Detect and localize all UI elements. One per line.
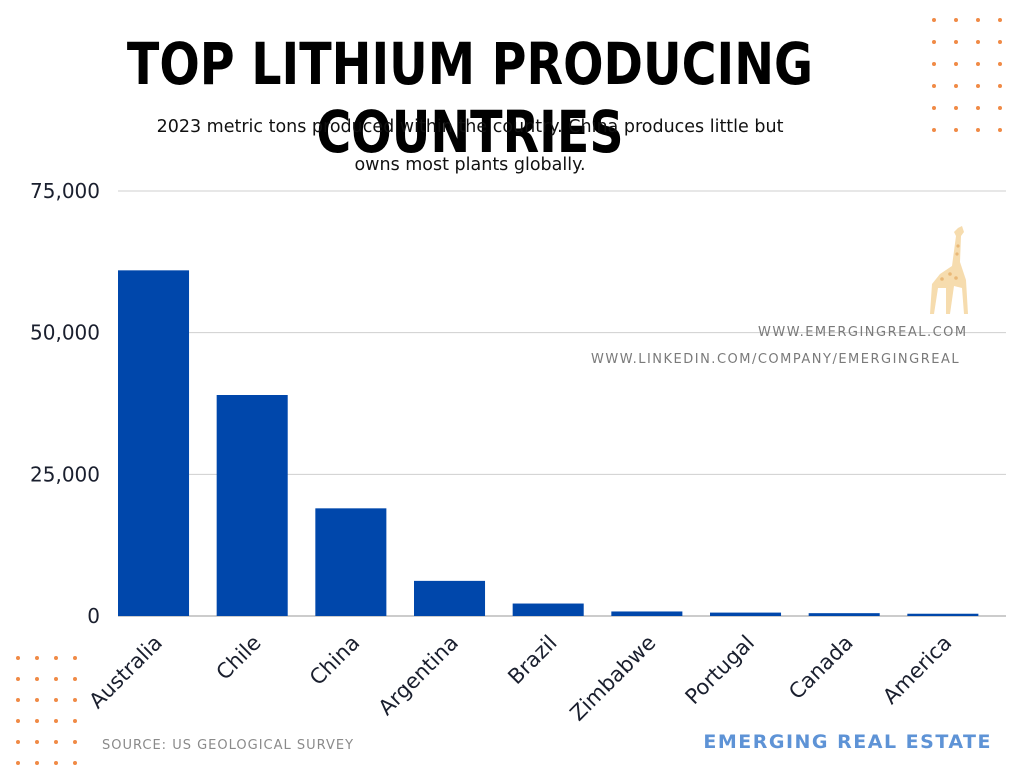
decoration-dot: [976, 62, 980, 66]
decoration-dot: [54, 677, 58, 681]
decoration-dot: [73, 719, 77, 723]
website-watermark[interactable]: WWW.EMERGINGREAL.COM: [758, 325, 968, 340]
decoration-dot: [16, 698, 20, 702]
y-tick-label: 50,000: [30, 321, 100, 345]
decoration-dot: [16, 677, 20, 681]
dot-grid-decoration-bottom: [16, 656, 92, 768]
bar-china: [315, 508, 387, 616]
decoration-dot: [998, 128, 1002, 132]
decoration-dot: [998, 84, 1002, 88]
y-tick-label: 0: [87, 604, 100, 628]
decoration-dot: [16, 719, 20, 723]
bar-chile: [216, 395, 288, 616]
decoration-dot: [35, 740, 39, 744]
linkedin-watermark[interactable]: WWW.LINKEDIN.COM/COMPANY/EMERGINGREAL: [591, 352, 961, 367]
decoration-dot: [54, 656, 58, 660]
decoration-dot: [73, 761, 77, 765]
bar-canada: [808, 613, 880, 616]
decoration-dot: [954, 128, 958, 132]
x-tick-label: Chile: [212, 631, 266, 685]
decoration-dot: [976, 84, 980, 88]
decoration-dot: [932, 128, 936, 132]
bar-brazil: [512, 603, 584, 616]
decoration-dot: [998, 106, 1002, 110]
decoration-dot: [73, 740, 77, 744]
decoration-dot: [976, 40, 980, 44]
decoration-dot: [932, 106, 936, 110]
decoration-dot: [16, 656, 20, 660]
x-tick-label: Portugal: [681, 631, 759, 709]
bar-portugal: [710, 612, 782, 616]
x-tick-label: America: [878, 631, 956, 709]
decoration-dot: [954, 40, 958, 44]
decoration-dot: [954, 18, 958, 22]
decoration-dot: [932, 40, 936, 44]
decoration-dot: [35, 719, 39, 723]
decoration-dot: [73, 656, 77, 660]
decoration-dot: [954, 62, 958, 66]
decoration-dot: [54, 698, 58, 702]
x-tick-label: Canada: [784, 631, 857, 704]
decoration-dot: [35, 698, 39, 702]
y-tick-label: 25,000: [30, 462, 100, 486]
x-tick-label: Argentina: [374, 631, 463, 720]
decoration-dot: [998, 62, 1002, 66]
decoration-dot: [54, 761, 58, 765]
dot-grid-decoration-top: [932, 18, 1008, 134]
decoration-dot: [998, 40, 1002, 44]
bar-zimbabwe: [611, 611, 683, 616]
source-note: SOURCE: US GEOLOGICAL SURVEY: [102, 738, 355, 753]
decoration-dot: [932, 18, 936, 22]
bar-australia: [118, 270, 190, 616]
decoration-dot: [73, 677, 77, 681]
bar-argentina: [414, 580, 486, 616]
decoration-dot: [954, 84, 958, 88]
decoration-dot: [16, 761, 20, 765]
chart-title: TOP LITHIUM PRODUCING COUNTRIES: [126, 30, 814, 166]
x-tick-label: China: [305, 631, 364, 690]
brand-name: EMERGING REAL ESTATE: [703, 731, 992, 753]
decoration-dot: [976, 106, 980, 110]
giraffe-logo-icon: [930, 226, 968, 314]
subtitle-line-1: 2023 metric tons produced within the cou…: [156, 117, 784, 137]
decoration-dot: [35, 677, 39, 681]
x-tick-label: Brazil: [503, 631, 561, 689]
x-tick-label: Australia: [84, 631, 167, 714]
decoration-dot: [954, 106, 958, 110]
decoration-dot: [73, 698, 77, 702]
decoration-dot: [35, 761, 39, 765]
decoration-dot: [976, 128, 980, 132]
decoration-dot: [976, 18, 980, 22]
y-tick-label: 75,000: [30, 179, 100, 203]
decoration-dot: [932, 62, 936, 66]
chart-subtitle: 2023 metric tons produced within the cou…: [80, 108, 860, 184]
decoration-dot: [54, 740, 58, 744]
decoration-dot: [54, 719, 58, 723]
decoration-dot: [998, 18, 1002, 22]
decoration-dot: [35, 656, 39, 660]
x-tick-label: Zimbabwe: [565, 631, 660, 726]
decoration-dot: [16, 740, 20, 744]
subtitle-line-2: owns most plants globally.: [354, 155, 586, 175]
bar-america: [907, 613, 979, 616]
decoration-dot: [932, 84, 936, 88]
